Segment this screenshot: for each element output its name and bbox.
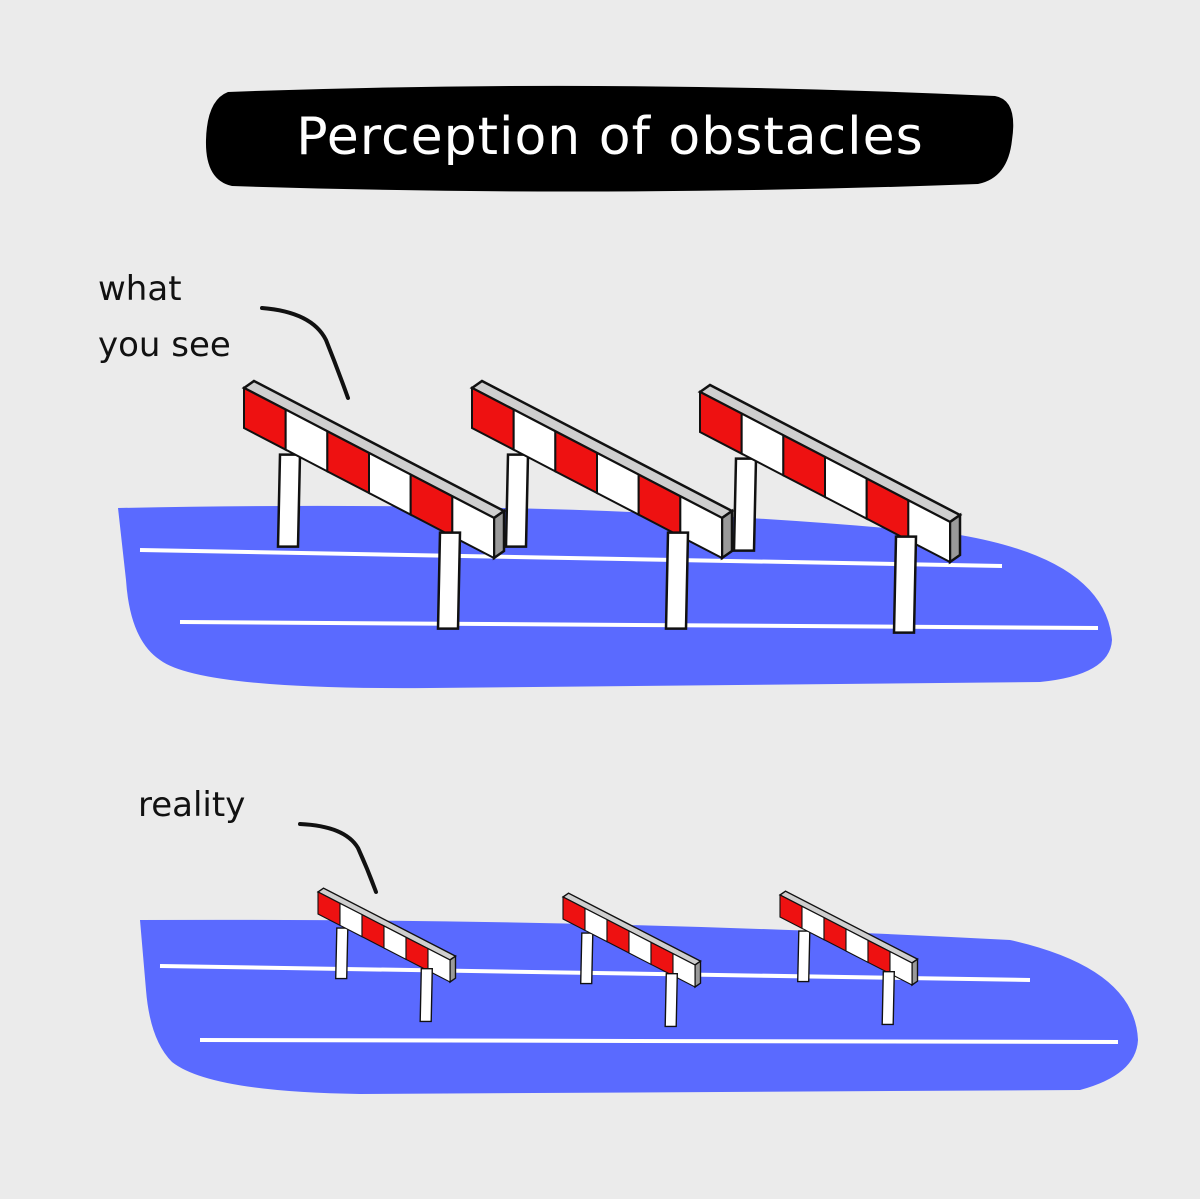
hurdle-bar-end xyxy=(449,954,457,984)
lane-line xyxy=(179,620,1099,630)
hurdle-stripe-white xyxy=(427,947,451,983)
page-title: Perception of obstacles xyxy=(296,107,923,167)
hurdle-stripe-white xyxy=(907,498,951,564)
title-banner: Perception of obstacles xyxy=(205,85,1014,192)
label-reality: reality xyxy=(138,785,245,825)
track-top xyxy=(118,505,1112,689)
hurdle-post xyxy=(664,531,690,630)
hurdle-post xyxy=(881,970,895,1026)
title-banner-shape xyxy=(205,85,1014,192)
hurdle-bar-end xyxy=(911,957,919,987)
hurdle-stripe-white xyxy=(451,494,495,560)
hurdle-bar-end xyxy=(720,508,734,561)
hurdle-stripe-white xyxy=(889,950,913,986)
hurdle-post xyxy=(276,453,302,548)
hurdle xyxy=(778,890,919,1026)
label-what-you-see-line2: you see xyxy=(98,325,231,365)
hurdle-post xyxy=(732,457,758,552)
hurdle-post xyxy=(797,930,811,983)
hurdle-post xyxy=(892,535,918,634)
top-panel: what you see xyxy=(98,269,1112,689)
hurdle-bar-end xyxy=(492,508,506,561)
bottom-panel: reality xyxy=(138,785,1138,1094)
label-pointer-line xyxy=(298,822,378,894)
label-pointer-line xyxy=(260,306,350,400)
lane-line xyxy=(139,548,1003,568)
hurdle-bar-end xyxy=(694,959,702,989)
hurdle-post xyxy=(580,932,594,985)
hurdle xyxy=(469,379,735,630)
hurdles-top xyxy=(241,379,963,634)
hurdle-post xyxy=(436,531,462,630)
hurdle xyxy=(697,383,963,634)
lane-line xyxy=(199,1038,1119,1044)
hurdle-stripe-white xyxy=(672,952,696,988)
hurdle-post xyxy=(664,972,678,1028)
hurdle-stripe-white xyxy=(679,494,723,560)
label-what-you-see-line1: what xyxy=(98,269,182,309)
hurdle xyxy=(316,887,457,1023)
hurdle-post xyxy=(419,967,433,1023)
hurdle xyxy=(241,379,507,630)
hurdle-post xyxy=(335,927,349,980)
hurdle-post xyxy=(504,453,530,548)
hurdles-bottom xyxy=(316,887,919,1028)
hurdle-bar-end xyxy=(948,512,962,565)
hurdle xyxy=(561,892,702,1028)
